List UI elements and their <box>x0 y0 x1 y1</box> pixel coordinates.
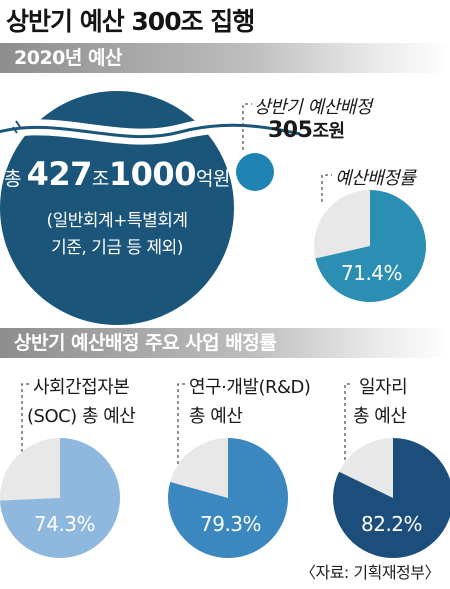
allocated-circle <box>236 153 274 191</box>
pie-soc-label-2: (SOC) 총 예산 <box>27 406 136 427</box>
wave-end-tick <box>12 120 21 134</box>
total-budget-amount: 총 427조1000억원 <box>2 155 232 193</box>
allocated-label: 상반기 예산배정 <box>254 97 372 118</box>
pie-soc-value: 74.3% <box>34 512 96 536</box>
section-header-major-projects: 상반기 예산배정 주요 사업 배정률 <box>0 328 450 358</box>
total-prefix: 총 <box>4 168 27 190</box>
jobs-leader-line <box>344 383 353 460</box>
chart-title: 상반기 예산 300조 집행 <box>6 7 255 36</box>
pie-rd-label-1: 연구·개발(R&D) <box>189 377 311 398</box>
pie-jobs-value: 82.2% <box>361 512 423 536</box>
source-note: 〈자료: 기획재정부〉 <box>299 563 441 582</box>
pie-jobs-label-2: 총 예산 <box>353 406 407 427</box>
total-unit-2: 억원 <box>195 168 230 190</box>
pie-rd-value: 79.3% <box>200 512 262 536</box>
pie-rd-slice <box>168 438 288 559</box>
total-unit-1: 조 <box>91 168 109 190</box>
total-note-line-1: (일반회계+특별회계 <box>46 211 189 231</box>
soc-leader-line <box>21 383 30 470</box>
section-header-2020-budget: 2020년 예산 <box>0 43 450 73</box>
rate-value: 71.4% <box>341 261 403 285</box>
rate-leader-line <box>321 174 332 202</box>
rd-leader-line <box>177 383 186 470</box>
pie-soc-label-1: 사회간접자본 <box>33 377 130 398</box>
total-amount-2: 1000 <box>108 155 197 193</box>
pie-soc-slice <box>0 438 120 558</box>
pie-rate-slice <box>315 190 427 303</box>
rate-label: 예산배정률 <box>335 168 416 189</box>
total-note-line-2: 기준, 기금 등 제외) <box>51 238 183 258</box>
total-amount-1: 427 <box>26 155 93 193</box>
total-budget-circle <box>0 91 234 325</box>
wave-line <box>0 123 301 139</box>
allocated-amount-unit: 조원 <box>312 121 345 142</box>
allocated-amount-number: 305 <box>268 118 313 143</box>
pie-jobs-slice <box>333 438 450 558</box>
pie-rd-label-2: 총 예산 <box>189 406 243 427</box>
allocated-amount: 305조원 <box>268 117 345 143</box>
pie-jobs-label-1: 일자리 <box>359 377 408 398</box>
